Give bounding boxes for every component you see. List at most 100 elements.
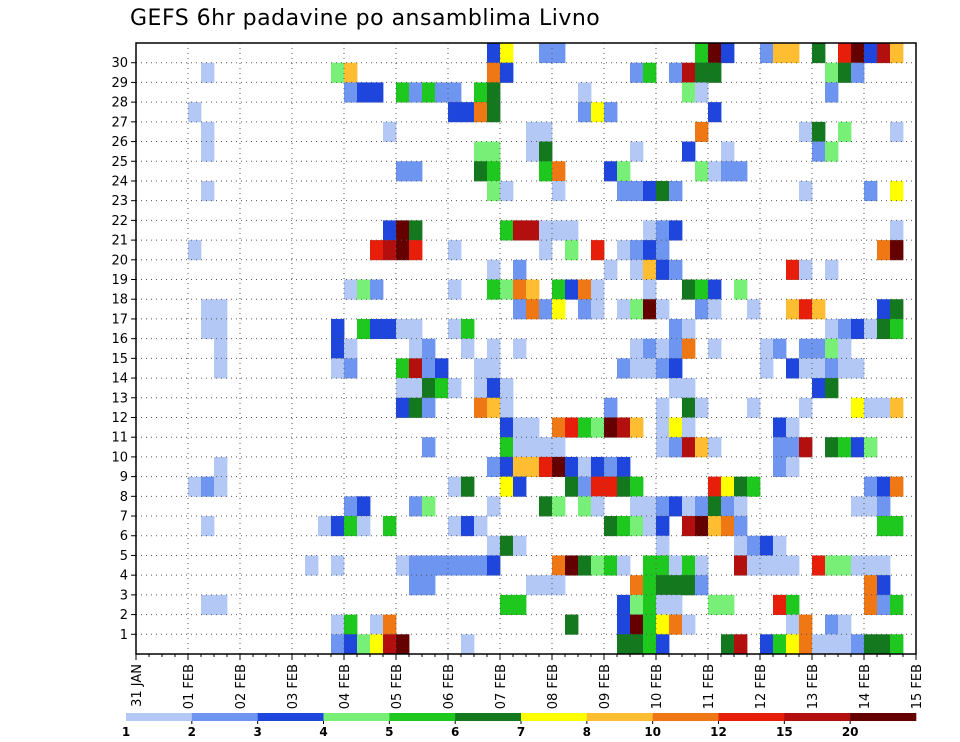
- heatmap-cell: [851, 318, 865, 340]
- heatmap-cell: [409, 240, 423, 261]
- heatmap-cell: [890, 180, 904, 202]
- heatmap-cell: [838, 43, 852, 64]
- heatmap-cell: [877, 318, 891, 340]
- heatmap-cell: [708, 299, 722, 320]
- heatmap-cell: [500, 476, 514, 497]
- x-tick-label: 31 JAN: [130, 664, 145, 707]
- heatmap-cell: [656, 555, 670, 576]
- heatmap-cell: [474, 141, 488, 162]
- heatmap-cell: [461, 476, 475, 497]
- heatmap-cell: [799, 121, 813, 142]
- heatmap-cell: [578, 102, 592, 123]
- heatmap-cell: [552, 496, 566, 517]
- heatmap-cell: [656, 220, 670, 241]
- heatmap-cell: [357, 318, 371, 340]
- heatmap-cell: [734, 516, 748, 537]
- heatmap-cell: [500, 535, 514, 556]
- colorbar-label: 15: [776, 725, 793, 739]
- heatmap-cell: [656, 417, 670, 438]
- heatmap-cell: [435, 378, 449, 399]
- colorbar-label: 10: [644, 725, 661, 739]
- heatmap-cell: [565, 417, 579, 438]
- heatmap-cell: [578, 82, 592, 103]
- heatmap-cell: [630, 358, 644, 379]
- heatmap-cell: [188, 102, 202, 123]
- heatmap-cell: [201, 318, 215, 340]
- heatmap-cell: [838, 614, 852, 635]
- heatmap-cell: [409, 555, 423, 576]
- heatmap-cell: [526, 220, 540, 241]
- y-tick-label: 8: [120, 490, 128, 505]
- heatmap-cell: [695, 121, 709, 142]
- heatmap-cell: [513, 437, 527, 458]
- colorbar-swatch: [455, 713, 522, 721]
- heatmap-cell: [487, 82, 501, 103]
- heatmap-cell: [682, 575, 696, 596]
- heatmap-cell: [591, 555, 605, 576]
- heatmap-cell: [396, 378, 410, 399]
- heatmap-cell: [656, 358, 670, 379]
- heatmap-cell: [708, 437, 722, 458]
- heatmap-cell: [773, 437, 787, 458]
- heatmap-cell: [708, 338, 722, 359]
- heatmap-cell: [760, 555, 774, 576]
- heatmap-cell: [552, 456, 566, 478]
- heatmap-cell: [630, 417, 644, 438]
- heatmap-cell: [617, 555, 631, 576]
- heatmap-cell: [682, 318, 696, 340]
- heatmap-cell: [669, 259, 683, 280]
- heatmap-cell: [383, 614, 397, 635]
- heatmap-cell: [513, 279, 527, 300]
- colorbar-swatch: [784, 713, 851, 721]
- y-tick-label: 20: [111, 253, 128, 268]
- heatmap-cell: [877, 299, 891, 320]
- heatmap-cell: [695, 161, 709, 182]
- heatmap-cell: [695, 299, 709, 320]
- heatmap-cell: [877, 43, 891, 64]
- heatmap-cell: [344, 614, 358, 635]
- heatmap-cell: [409, 397, 423, 418]
- heatmap-cell: [643, 358, 657, 379]
- heatmap-cell: [669, 555, 683, 576]
- heatmap-cell: [617, 456, 631, 478]
- heatmap-cell: [201, 516, 215, 537]
- heatmap-cell: [448, 318, 462, 340]
- heatmap-cell: [188, 240, 202, 261]
- heatmap-cell: [526, 141, 540, 162]
- heatmap-cell: [448, 476, 462, 497]
- heatmap-cell: [513, 259, 527, 280]
- heatmap-cell: [669, 338, 683, 359]
- heatmap-cell: [513, 417, 527, 438]
- heatmap-cell: [708, 161, 722, 182]
- heatmap-cell: [357, 82, 371, 103]
- colorbar-swatch: [652, 713, 719, 721]
- heatmap-cell: [552, 279, 566, 300]
- heatmap-cell: [682, 555, 696, 576]
- heatmap-cell: [409, 358, 423, 379]
- heatmap-cell: [864, 43, 878, 64]
- heatmap-cell: [617, 240, 631, 261]
- x-tick-label: 06 FEB: [442, 664, 457, 709]
- y-tick-label: 14: [111, 372, 128, 387]
- heatmap-cell: [409, 496, 423, 517]
- heatmap-cell: [305, 555, 319, 576]
- heatmap-cell: [760, 358, 774, 379]
- y-tick-label: 27: [111, 115, 128, 130]
- heatmap-cell: [435, 555, 449, 576]
- heatmap-cell: [877, 476, 891, 497]
- heatmap-cell: [734, 496, 748, 517]
- colorbar-swatch: [191, 713, 258, 721]
- heatmap-cell: [812, 555, 826, 576]
- heatmap-cell: [812, 121, 826, 142]
- heatmap-cell: [396, 634, 410, 655]
- heatmap-cell: [552, 555, 566, 576]
- heatmap-cell: [500, 437, 514, 458]
- heatmap-cell: [552, 299, 566, 320]
- heatmap-cell: [682, 496, 696, 517]
- heatmap-cell: [513, 456, 527, 478]
- heatmap-cell: [669, 575, 683, 596]
- heatmap-cell: [344, 279, 358, 300]
- heatmap-cell: [565, 220, 579, 241]
- heatmap-cell: [552, 43, 566, 64]
- heatmap-cell: [851, 43, 865, 64]
